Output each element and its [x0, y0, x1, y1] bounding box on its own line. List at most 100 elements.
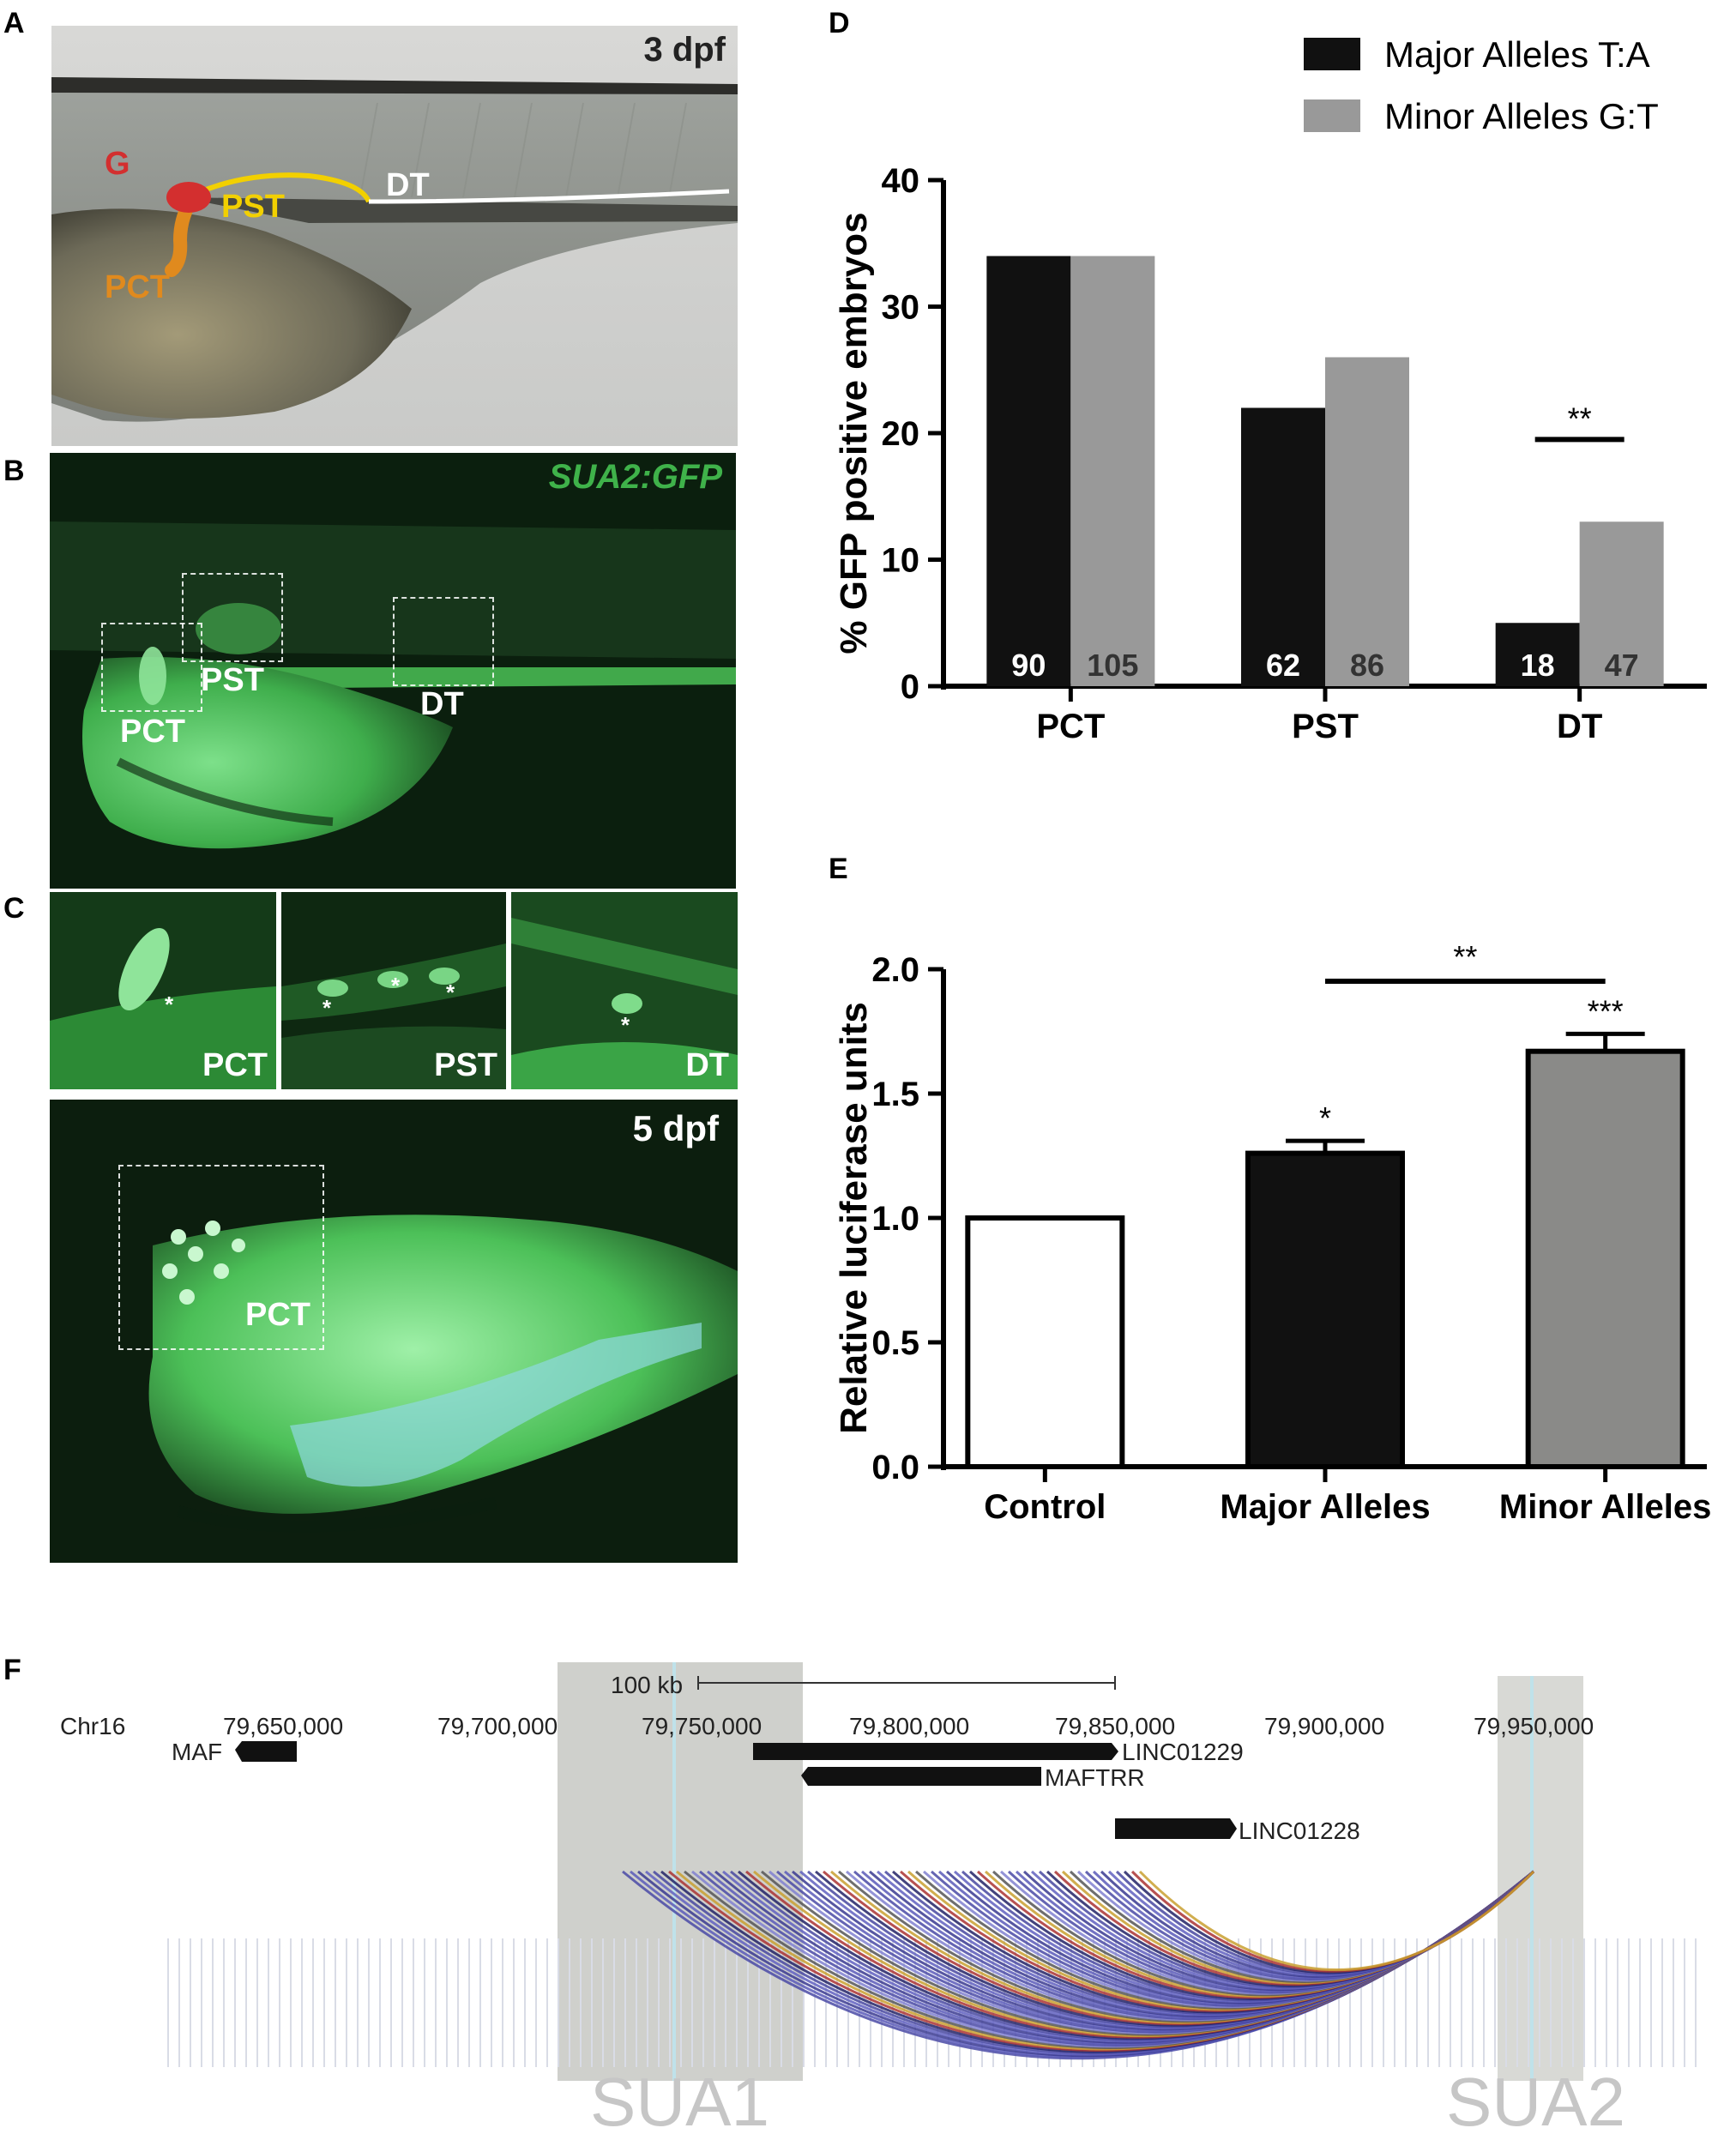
coord-label: 79,850,000: [1055, 1713, 1175, 1739]
panel-letter-e: E: [829, 853, 848, 885]
x-tick-label: Major Alleles: [1220, 1488, 1430, 1526]
inset-pct-illustration: [50, 892, 276, 1089]
inset-label-pst: PST: [434, 1047, 497, 1083]
y-tick-label: 30: [882, 289, 920, 327]
label-pct: PCT: [105, 269, 170, 305]
label-dt: DT: [386, 167, 430, 203]
asterisk: *: [165, 992, 174, 1017]
label-pst: PST: [221, 189, 285, 225]
gene-maftrr: [801, 1767, 1041, 1786]
legend-label: Minor Alleles G:T: [1384, 96, 1659, 136]
bar: [1241, 407, 1325, 686]
panel-letter-d: D: [829, 7, 850, 39]
gene-maf: [235, 1741, 297, 1762]
bar: [986, 256, 1071, 686]
coord-label: 79,700,000: [437, 1713, 558, 1739]
label-pct: PCT: [120, 714, 185, 750]
inset-box-dt: [393, 597, 494, 686]
region-label-sua2: SUA2: [1446, 2064, 1625, 2134]
y-tick-label: 1.5: [871, 1076, 919, 1113]
label-pct-5dpf: PCT: [245, 1297, 310, 1333]
inset-label-dt: DT: [685, 1047, 729, 1083]
asterisk: *: [621, 1012, 630, 1038]
x-tick-label: Minor Alleles: [1499, 1488, 1711, 1526]
chart-e-luciferase: 0.0 0.5 1.0 1.5 2.0 Relative luciferase units…: [833, 939, 1711, 1526]
panel-c-5dpf-image: 5 dpf PCT: [50, 1100, 738, 1563]
y-axis-label: % GFP positive embryos: [833, 212, 875, 654]
panel-letter-f: F: [3, 1654, 21, 1686]
gfp-5dpf-illustration: [50, 1100, 738, 1563]
asterisk: *: [322, 995, 332, 1021]
y-tick-label: 20: [882, 415, 920, 453]
inset-dt-illustration: [511, 892, 738, 1089]
bar-count-label: 105: [1087, 648, 1138, 683]
inset-box-pct: [101, 623, 202, 712]
bar-significance-label: ***: [1588, 993, 1624, 1028]
bar-count-label: 18: [1521, 648, 1555, 683]
inset-pct: * PCT: [50, 892, 276, 1089]
bar-significance-label: *: [1319, 1100, 1331, 1136]
gene-label-linc01228: LINC01228: [1239, 1818, 1360, 1844]
bar: [1245, 1150, 1405, 1469]
time-label-5dpf: 5 dpf: [632, 1108, 719, 1148]
significance-label: **: [1568, 401, 1592, 436]
bar: [1325, 357, 1409, 686]
bar-count-label: 86: [1350, 648, 1384, 683]
time-label-3dpf: 3 dpf: [643, 31, 726, 69]
label-g: G: [105, 146, 130, 182]
y-tick-label: 0: [901, 668, 919, 706]
y-tick-label: 0.5: [871, 1324, 919, 1362]
pst-tubule-trace: [196, 172, 371, 203]
interaction-arc: [1138, 1870, 1535, 1971]
panel-b-title: SUA2:GFP: [548, 458, 722, 496]
coord-label: 79,800,000: [849, 1713, 969, 1739]
gene-linc01228: [1115, 1818, 1237, 1839]
zebrafish-brightfield-illustration: [51, 26, 738, 446]
region-label-sua1: SUA1: [590, 2064, 769, 2134]
bar-count-label: 62: [1266, 648, 1300, 683]
y-tick-label: 40: [882, 162, 920, 200]
coord-label: 79,750,000: [642, 1713, 762, 1739]
bar: [1070, 256, 1155, 686]
bar: [1579, 521, 1664, 686]
gene-label-maf: MAF: [172, 1739, 222, 1765]
asterisk: *: [391, 973, 401, 998]
gfp-fluorescence-illustration: [50, 453, 736, 889]
chart-d-gfp-positive-embryos: 0 10 20 30 40% GFP positive embryos PCT 90 105 P…: [833, 34, 1707, 745]
y-tick-label: 0.0: [871, 1449, 919, 1486]
significance-label: **: [1453, 939, 1477, 974]
panel-a-brightfield-image: 3 dpf G PST DT PCT: [51, 26, 738, 446]
coord-label: 79,650,000: [223, 1713, 343, 1739]
bar-count-label: 90: [1011, 648, 1046, 683]
legend-swatch: [1304, 38, 1360, 70]
gene-label-maftrr: MAFTRR: [1045, 1764, 1145, 1791]
chrom-label: Chr16: [60, 1713, 125, 1739]
genome-track-f: 100 kb Chr16 79,650,000 79,700,000 79,75…: [60, 1662, 1697, 2134]
bar: [965, 1215, 1125, 1469]
glomerulus-mark: [166, 182, 211, 213]
inset-box-pct-5dpf: [118, 1165, 324, 1350]
x-tick-label: DT: [1557, 708, 1602, 745]
x-tick-label: Control: [984, 1488, 1106, 1526]
inset-dt: * DT: [511, 892, 738, 1089]
asterisk: *: [446, 980, 455, 1005]
inset-pst: * * * PST: [281, 892, 506, 1089]
inset-label-pct: PCT: [202, 1047, 268, 1083]
inset-box-pst: [182, 573, 283, 662]
inset-pst-illustration: [281, 892, 506, 1089]
bar: [1495, 623, 1580, 686]
y-axis-label: Relative luciferase units: [833, 1002, 875, 1434]
panel-b-fluorescence-image: SUA2:GFP PST PCT DT: [50, 453, 736, 889]
dt-tubule-trace: [368, 189, 730, 204]
bar-count-label: 47: [1605, 648, 1639, 683]
x-tick-label: PST: [1292, 708, 1359, 745]
legend-swatch: [1304, 99, 1360, 132]
legend-label: Major Alleles T:A: [1384, 34, 1650, 75]
coord-label: 79,950,000: [1474, 1713, 1594, 1739]
y-tick-label: 2.0: [871, 951, 919, 989]
bar: [1525, 1048, 1685, 1469]
coord-label: 79,900,000: [1264, 1713, 1384, 1739]
label-dt: DT: [420, 686, 464, 722]
gene-label-linc01229: LINC01229: [1122, 1739, 1244, 1765]
panel-letter-c: C: [3, 892, 25, 925]
